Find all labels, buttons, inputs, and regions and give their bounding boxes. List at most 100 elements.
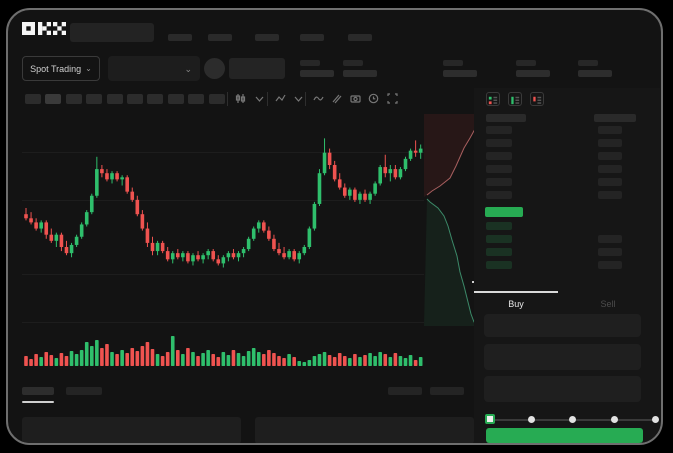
- bid-amount-placeholder: [598, 248, 622, 256]
- search-input[interactable]: [70, 23, 154, 42]
- bid-amount-placeholder: [598, 235, 622, 243]
- gridline: [22, 274, 424, 275]
- nav-item-placeholder[interactable]: [168, 34, 192, 41]
- ask-amount-placeholder: [598, 139, 622, 147]
- total-field[interactable]: [484, 376, 641, 402]
- toolbar-divider: [305, 92, 306, 106]
- toolbar-divider: [267, 92, 268, 106]
- app-window: Spot Trading ⌄ ⌄ Buy Sell: [6, 8, 663, 445]
- chevron-down-icon: ⌄: [85, 64, 92, 73]
- bottom-action-placeholder[interactable]: [388, 387, 422, 395]
- buy-tab-underline: [474, 291, 558, 293]
- volume-bars: [24, 336, 423, 366]
- last-price-badge: [485, 207, 523, 217]
- gridline: [22, 152, 424, 153]
- ask-price-placeholder: [486, 152, 512, 160]
- tool-placeholder[interactable]: [127, 94, 143, 104]
- bottom-tab[interactable]: [66, 387, 102, 395]
- active-tab-underline: [22, 401, 54, 403]
- bid-price-placeholder: [486, 222, 512, 230]
- tool-placeholder[interactable]: [86, 94, 103, 104]
- ask-price-placeholder: [486, 126, 512, 134]
- ask-amount-placeholder: [598, 191, 622, 199]
- slider-step-dot[interactable]: [610, 416, 618, 423]
- orders-panel-placeholder: [255, 417, 474, 443]
- amount-slider-handle[interactable]: [485, 414, 495, 424]
- pair-select-dropdown[interactable]: ⌄: [108, 56, 200, 81]
- stat-label-placeholder: [578, 60, 598, 66]
- tab-sell[interactable]: Sell: [600, 299, 616, 309]
- slider-step-dot[interactable]: [652, 416, 659, 423]
- stat-label-placeholder: [516, 60, 536, 66]
- candlestick-chart[interactable]: [22, 114, 486, 332]
- coin-avatar: [204, 58, 225, 79]
- tool-placeholder[interactable]: [106, 94, 123, 104]
- pair-name-placeholder: [229, 58, 285, 79]
- amount-field[interactable]: [484, 344, 641, 370]
- depth-overlay: [424, 114, 480, 326]
- bid-amount-placeholder: [598, 261, 622, 269]
- chevron-down-icon[interactable]: [292, 92, 305, 105]
- book-asks-view-icon[interactable]: [530, 92, 544, 106]
- market-type-dropdown[interactable]: Spot Trading ⌄: [22, 56, 100, 81]
- slider-step-dot[interactable]: [527, 416, 535, 423]
- price-field[interactable]: [484, 314, 641, 337]
- chevron-down-icon[interactable]: [253, 92, 266, 105]
- book-both-view-icon[interactable]: [486, 92, 500, 106]
- bid-price-placeholder: [486, 261, 512, 269]
- nav-item-placeholder[interactable]: [300, 34, 324, 41]
- tool-placeholder[interactable]: [167, 94, 184, 104]
- nav-item-placeholder[interactable]: [348, 34, 372, 41]
- bottom-tab-active[interactable]: [22, 387, 54, 395]
- ask-amount-placeholder: [598, 152, 622, 160]
- gridline: [22, 200, 424, 201]
- okx-logo: [22, 22, 66, 35]
- ask-price-placeholder: [486, 191, 512, 199]
- trade-sidebar: Buy Sell: [474, 88, 660, 443]
- orderbook-amount-header: [594, 114, 636, 122]
- tool-placeholder[interactable]: [65, 94, 82, 104]
- book-bids-view-icon[interactable]: [508, 92, 522, 106]
- camera-icon[interactable]: [349, 92, 362, 105]
- tool-placeholder[interactable]: [45, 94, 62, 104]
- stat-value-placeholder: [300, 70, 334, 77]
- slider-step-dot[interactable]: [569, 416, 576, 423]
- market-type-label: Spot Trading: [30, 63, 82, 74]
- tab-buy[interactable]: Buy: [508, 299, 524, 309]
- indicator-icon[interactable]: [274, 92, 287, 105]
- fullscreen-icon[interactable]: [386, 92, 399, 105]
- ask-amount-placeholder: [598, 126, 622, 134]
- bid-price-placeholder: [486, 248, 512, 256]
- tool-placeholder[interactable]: [147, 94, 164, 104]
- chevron-down-icon: ⌄: [184, 64, 192, 74]
- ask-amount-placeholder: [598, 165, 622, 173]
- buy-submit-button[interactable]: [486, 428, 643, 443]
- candles-plot: [24, 138, 423, 268]
- settings-icon[interactable]: [367, 92, 380, 105]
- toolbar-divider: [227, 92, 228, 106]
- ask-amount-placeholder: [598, 178, 622, 186]
- ask-price-placeholder: [486, 139, 512, 147]
- line-tool-icon[interactable]: [312, 92, 325, 105]
- stat-label-placeholder: [343, 60, 363, 66]
- gridline: [22, 322, 424, 323]
- nav-item-placeholder[interactable]: [255, 34, 279, 41]
- stat-label-placeholder: [443, 60, 463, 66]
- tool-placeholder[interactable]: [188, 94, 205, 104]
- ask-price-placeholder: [486, 178, 512, 186]
- nav-item-placeholder[interactable]: [208, 34, 232, 41]
- candle-style-icon[interactable]: [234, 92, 247, 105]
- tool-placeholder[interactable]: [208, 94, 225, 104]
- stat-value-placeholder: [443, 70, 477, 77]
- bid-price-placeholder: [486, 235, 512, 243]
- stat-value-placeholder: [516, 70, 550, 77]
- orders-panel-placeholder: [22, 417, 241, 443]
- tool-placeholder[interactable]: [25, 94, 41, 104]
- ask-price-placeholder: [486, 165, 512, 173]
- orderbook-price-header: [486, 114, 526, 122]
- compare-icon[interactable]: [330, 92, 343, 105]
- stat-label-placeholder: [300, 60, 320, 66]
- bottom-action-placeholder[interactable]: [430, 387, 464, 395]
- stat-value-placeholder: [343, 70, 377, 77]
- stat-value-placeholder: [578, 70, 612, 77]
